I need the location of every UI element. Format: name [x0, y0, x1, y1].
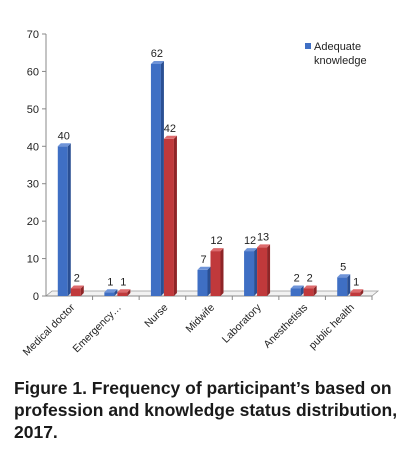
bar-top	[290, 285, 304, 289]
bar-side	[360, 289, 364, 296]
bar	[303, 285, 317, 296]
x-tick-label: Medical doctor	[21, 301, 78, 358]
data-label: 5	[340, 261, 346, 273]
bar-front	[244, 251, 255, 296]
bar	[244, 248, 258, 296]
y-tick-label: 10	[27, 254, 39, 266]
bar-side	[220, 248, 224, 296]
data-label: 12	[244, 235, 256, 247]
bar	[337, 274, 351, 296]
bar-side	[313, 285, 317, 296]
bar-front	[337, 277, 348, 296]
data-label: 12	[210, 235, 222, 247]
bar-front	[290, 288, 301, 296]
y-tick-label: 30	[27, 179, 39, 191]
bar	[210, 248, 224, 296]
bar-top	[197, 266, 211, 270]
bar-side	[267, 244, 271, 296]
bar	[70, 285, 84, 296]
bar-side	[173, 135, 177, 296]
bar	[350, 289, 364, 296]
chart-bars	[57, 60, 364, 296]
legend-label-line1: Adequate	[314, 41, 361, 53]
bar-top	[104, 289, 118, 293]
bar-side	[160, 60, 164, 296]
legend-swatch-adequate	[305, 43, 311, 49]
x-tick-label: Nurse	[142, 302, 170, 330]
y-tick-label: 70	[27, 29, 39, 41]
bar-top	[303, 285, 317, 289]
bar	[257, 244, 271, 296]
bar-front	[257, 247, 268, 296]
data-label: 1	[107, 276, 113, 288]
x-tick-label: Anesthetists	[261, 302, 310, 351]
bar	[104, 289, 118, 296]
bar-front	[350, 292, 361, 296]
bar	[57, 143, 71, 296]
bar-front	[57, 146, 68, 296]
bar	[117, 289, 131, 296]
x-tick-label: Emergency…	[71, 302, 124, 355]
bar-top	[57, 143, 71, 147]
bar-top	[257, 244, 271, 248]
data-label: 1	[353, 276, 359, 288]
bar-top	[163, 135, 177, 139]
bar-side	[127, 289, 131, 296]
y-tick-label: 50	[27, 104, 39, 116]
caption-line-1: Figure 1. Frequency of participant’s bas…	[14, 378, 392, 398]
bar-side	[347, 274, 351, 296]
bar	[150, 60, 164, 296]
bar-top	[150, 60, 164, 64]
data-label: 2	[294, 273, 300, 285]
bar-side	[80, 285, 84, 296]
figure-caption: Figure 1. Frequency of participant’s bas…	[14, 377, 414, 443]
bar-top	[350, 289, 364, 293]
y-tick-label: 20	[27, 216, 39, 228]
bar-front	[117, 292, 128, 296]
bar-side	[300, 285, 304, 296]
x-tick-label: Laboratory	[220, 301, 265, 346]
bar-side	[207, 266, 211, 296]
bar-top	[70, 285, 84, 289]
data-label: 2	[307, 273, 313, 285]
bar	[290, 285, 304, 296]
bar-side	[67, 143, 71, 296]
data-label: 62	[151, 48, 163, 60]
caption-line-3: 2017.	[14, 422, 58, 442]
bar-top	[244, 248, 258, 252]
y-tick-label: 60	[27, 66, 39, 78]
x-tick-label: public health	[307, 302, 357, 352]
data-label: 42	[164, 123, 176, 135]
bar	[163, 135, 177, 296]
caption-line-2: profession and knowledge status distribu…	[14, 400, 398, 420]
data-label: 7	[200, 254, 206, 266]
bar-top	[210, 248, 224, 252]
bar-front	[303, 288, 314, 296]
x-tick-label: Midwife	[183, 302, 217, 336]
data-label: 40	[58, 130, 70, 142]
bar-side	[254, 248, 258, 296]
bar-side	[114, 289, 118, 296]
data-label: 2	[74, 273, 80, 285]
y-tick-label: 0	[33, 291, 39, 303]
bar-front	[70, 288, 81, 296]
bar-front	[150, 63, 161, 296]
bar-front	[210, 251, 221, 296]
legend-label-line2: knowledge	[314, 55, 367, 67]
bar	[197, 266, 211, 296]
y-tick-label: 40	[27, 141, 39, 153]
bar-front	[104, 292, 115, 296]
bar-top	[117, 289, 131, 293]
data-label: 1	[120, 276, 126, 288]
bar-top	[337, 274, 351, 278]
data-label: 13	[257, 231, 269, 243]
bar-front	[197, 269, 208, 296]
bar-front	[163, 138, 174, 296]
chart-legend: Adequate knowledge	[305, 41, 367, 67]
